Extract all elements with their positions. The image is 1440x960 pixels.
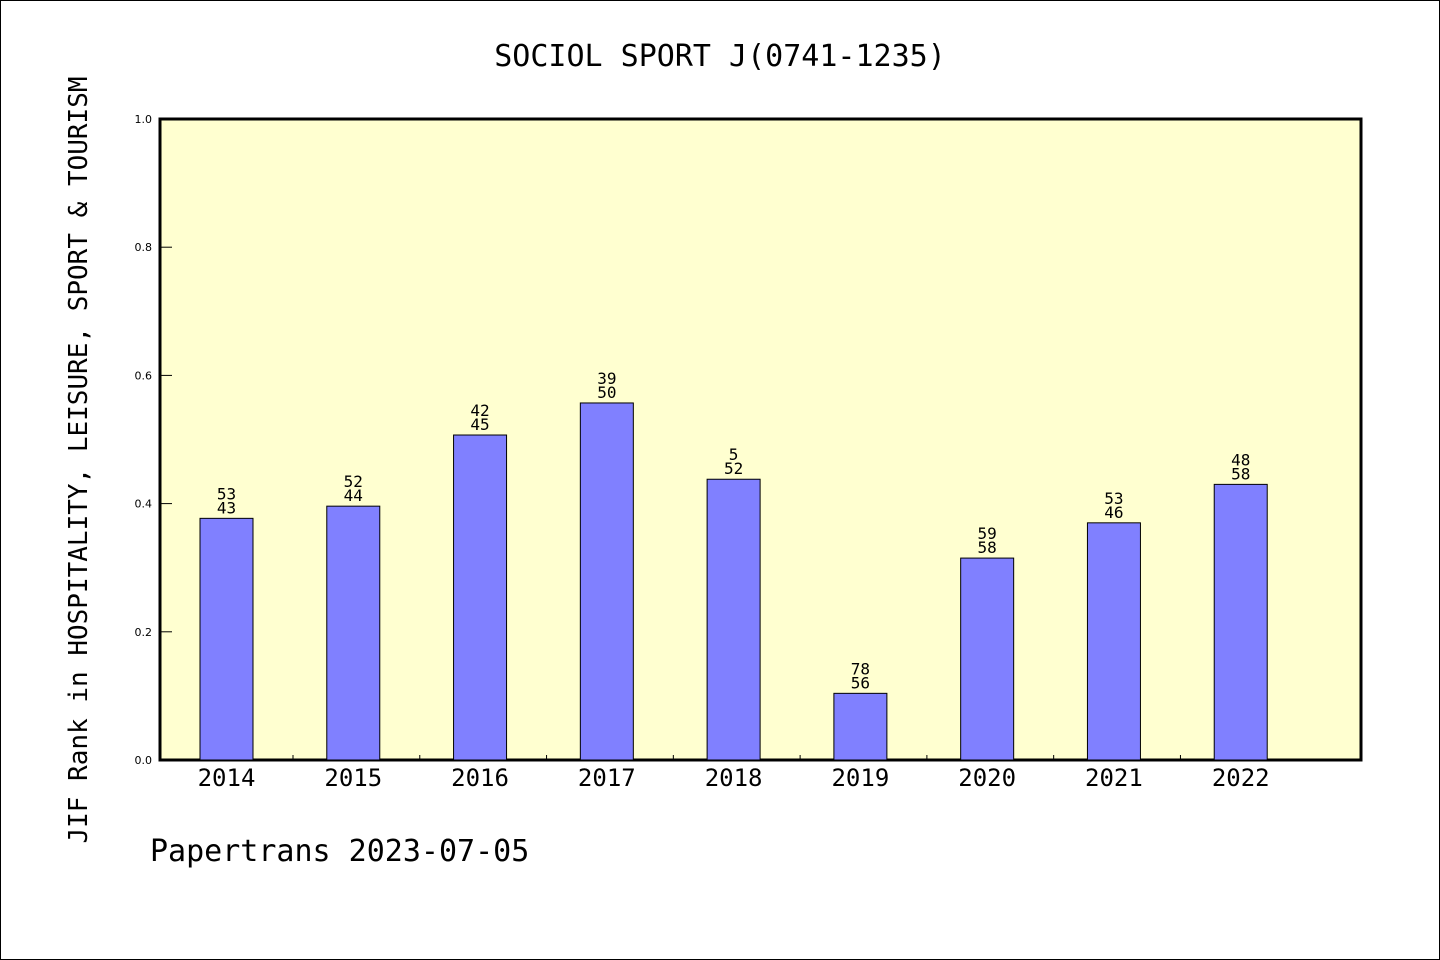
x-tick-label-2019: 2019 — [831, 764, 889, 792]
bar-2014 — [199, 517, 254, 761]
x-tick-label-2014: 2014 — [198, 764, 256, 792]
bar-label-2014-1: 53 — [217, 484, 236, 503]
footer-text: Papertrans 2023-07-05 — [150, 834, 530, 869]
y-tick-label-0.4: 0.4 — [135, 498, 153, 511]
x-tick-label-2017: 2017 — [578, 764, 636, 792]
x-tick-label-2016: 2016 — [451, 764, 509, 792]
x-tick-label-2021: 2021 — [1085, 764, 1143, 792]
y-tick-label-1.0: 1.0 — [135, 113, 153, 126]
bar-label-2014-2: 43 — [217, 498, 236, 517]
bar-label-2016-1: 42 — [470, 401, 489, 420]
bar-label-2018-2: 52 — [724, 459, 743, 478]
x-tick-label-2020: 2020 — [958, 764, 1016, 792]
bar-2020 — [960, 557, 1015, 761]
bar-2016 — [453, 434, 508, 761]
bar-label-2016-2: 45 — [470, 415, 489, 434]
y-ticks-group: 0.0 0.2 0.4 0.6 0.8 1.0 — [135, 113, 172, 767]
y-tick-label-0.0: 0.0 — [135, 754, 153, 767]
bar-label-2022-1: 48 — [1231, 450, 1250, 469]
x-tick-label-2015: 2015 — [324, 764, 382, 792]
bar-label-2019-1: 78 — [851, 659, 870, 678]
bar-2017 — [579, 402, 634, 761]
bar-label-2015-2: 44 — [344, 486, 363, 505]
bar-label-2021-2: 46 — [1104, 503, 1123, 522]
bar-label-2018-1: 5 — [729, 445, 739, 464]
bar-label-2020-1: 59 — [978, 524, 997, 543]
y-tick-label-0.6: 0.6 — [135, 369, 153, 382]
bar-2022 — [1213, 483, 1268, 761]
bar-label-2015-1: 52 — [344, 472, 363, 491]
chart-title: SOCIOL SPORT J(0741-1235) — [494, 39, 946, 74]
x-tick-label-2022: 2022 — [1212, 764, 1270, 792]
bar-label-2019-2: 56 — [851, 673, 870, 692]
bar-label-2017-1: 39 — [597, 369, 616, 388]
bar-label-2021-1: 53 — [1104, 489, 1123, 508]
y-tick-label-0.8: 0.8 — [135, 241, 153, 254]
bar-2021 — [1086, 522, 1141, 761]
x-ticks-group: 2014 2015 2016 2017 2018 2019 2020 2021 2022 — [198, 755, 1270, 792]
bar-2019 — [833, 692, 888, 761]
y-tick-label-0.2: 0.2 — [135, 626, 153, 639]
bar-2015 — [326, 505, 381, 761]
bar-label-2020-2: 58 — [978, 538, 997, 557]
bar-label-2017-2: 50 — [597, 383, 616, 402]
bar-2018 — [706, 478, 761, 761]
y-axis-label: JIF Rank in HOSPITALITY, LEISURE, SPORT … — [64, 76, 94, 843]
bar-label-2022-2: 58 — [1231, 464, 1250, 483]
x-tick-label-2018: 2018 — [705, 764, 763, 792]
